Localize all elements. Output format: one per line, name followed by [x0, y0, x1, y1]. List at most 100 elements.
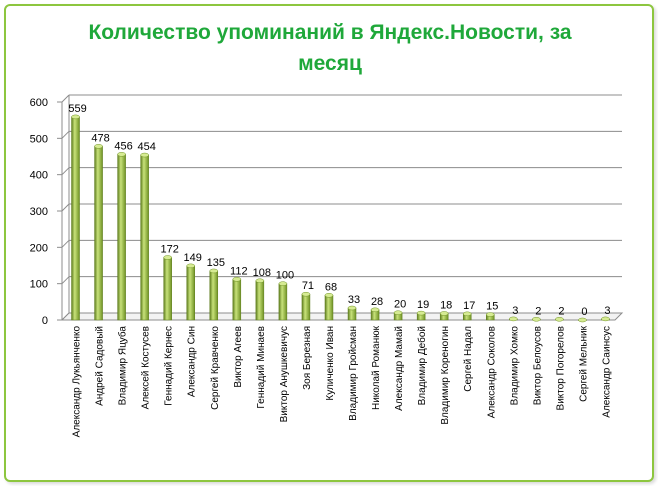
- bar-top: [209, 268, 219, 274]
- bar: [232, 279, 242, 321]
- data-label: 2: [535, 305, 541, 317]
- bar: [255, 280, 265, 321]
- y-tick-label: 0: [42, 315, 48, 327]
- x-tick-label: Сергей Кравченко: [210, 326, 221, 410]
- gridline-diagonal: [61, 203, 70, 212]
- bar-top: [163, 255, 172, 260]
- y-tick-label: 300: [30, 206, 48, 218]
- bar-top: [140, 152, 149, 158]
- data-label: 28: [371, 296, 383, 308]
- x-tick-label: Александр Саинсус: [601, 326, 612, 418]
- y-tick-label: 600: [30, 97, 48, 109]
- bar-top: [416, 310, 426, 316]
- data-label: 68: [325, 281, 337, 293]
- data-label: 20: [394, 299, 406, 311]
- x-tick-label: Николай Романюк: [371, 325, 382, 410]
- y-tick-label: 400: [30, 170, 48, 182]
- chart-floor: [60, 312, 624, 321]
- gridline-diagonal: [61, 130, 70, 139]
- bar-top: [393, 310, 403, 315]
- y-tick-label: 200: [30, 242, 48, 254]
- x-tick-label: Александр Соколов: [486, 326, 497, 418]
- data-label: 112: [230, 265, 248, 277]
- x-tick-label: Владимир Хомко: [509, 326, 520, 406]
- data-label: 18: [440, 299, 452, 311]
- gridline-diagonal: [61, 94, 70, 103]
- x-tick-label: Александр Мамай: [394, 326, 405, 411]
- bar-top: [232, 277, 242, 282]
- x-tick-label: Геннадий Кернес: [164, 326, 175, 406]
- x-tick-label: Виктор Анушкевичус: [279, 326, 290, 422]
- data-label: 15: [486, 301, 498, 313]
- bar-top: [186, 263, 195, 269]
- x-tick-label: Владимир Яцуба: [117, 326, 129, 406]
- data-label: 454: [137, 141, 155, 153]
- bar: [209, 270, 219, 321]
- data-label: 456: [114, 140, 132, 152]
- bar-top: [578, 317, 587, 323]
- data-label: 33: [348, 294, 360, 306]
- gridline-diagonal: [61, 167, 70, 176]
- x-tick-label: Андрей Садовый: [95, 326, 106, 406]
- data-label: 108: [253, 267, 271, 279]
- data-label: 3: [512, 305, 518, 317]
- x-tick-label: Геннадий Минаев: [256, 326, 267, 409]
- bar-top: [278, 281, 288, 286]
- bar-top: [601, 316, 610, 322]
- data-label: 149: [184, 252, 202, 264]
- bar-top: [347, 305, 357, 311]
- x-tick-label: Куличенко Иван: [325, 326, 336, 401]
- bar-top: [462, 311, 472, 317]
- bar-top: [486, 312, 495, 317]
- data-label: 478: [91, 132, 109, 144]
- data-label: 172: [161, 244, 179, 256]
- x-tick-label: Зоя Березная: [302, 326, 313, 390]
- data-label: 135: [207, 257, 225, 269]
- data-label: 19: [417, 299, 429, 311]
- bar-top: [532, 317, 541, 322]
- bar-top: [509, 316, 518, 322]
- bar-top: [255, 278, 265, 284]
- x-tick-label: Сергей Надал: [463, 326, 474, 392]
- x-tick-label: Владимир Кореногин: [440, 326, 451, 425]
- bar: [186, 265, 195, 321]
- bar: [278, 283, 288, 321]
- x-tick-label: Сергей Мельник: [578, 325, 589, 402]
- x-tick-label: Виктор Агеев: [233, 326, 244, 388]
- bar: [117, 154, 126, 321]
- bar: [163, 257, 172, 321]
- bar-top: [555, 317, 564, 322]
- x-tick-label: Александр Син: [187, 326, 198, 397]
- bar-top: [94, 144, 103, 149]
- x-tick-label: Алексей Костусев: [141, 326, 152, 409]
- data-label: 0: [581, 306, 587, 318]
- bar: [301, 293, 311, 321]
- x-tick-label: Владимир Гройсман: [348, 326, 359, 421]
- data-label: 17: [463, 300, 475, 312]
- data-label: 3: [604, 305, 610, 317]
- chart-title: Количество упоминаний в Яндекс.Новости, …: [88, 21, 572, 75]
- x-tick-label: Виктор Белоусов: [532, 326, 543, 405]
- y-tick-label: 500: [30, 133, 48, 145]
- data-label: 71: [302, 280, 314, 292]
- data-label: 559: [68, 103, 86, 115]
- bar: [71, 116, 80, 321]
- data-label: 2: [558, 305, 564, 317]
- bar-top: [324, 293, 334, 298]
- bar-top: [439, 311, 449, 316]
- gridline-diagonal: [61, 276, 70, 285]
- bar-top: [370, 307, 380, 313]
- bar-top: [71, 114, 80, 120]
- x-tick-label: Владимир Дебой: [416, 326, 428, 405]
- chart-frame: [4, 4, 654, 482]
- bar-top: [117, 152, 126, 157]
- bar-top: [301, 291, 311, 297]
- bar: [324, 295, 334, 321]
- x-tick-label: Виктор Погорелов: [555, 326, 566, 410]
- x-tick-label: Александр Лукьянченко: [72, 326, 83, 438]
- bar: [140, 154, 149, 321]
- data-label: 100: [276, 270, 294, 282]
- gridline-diagonal: [61, 239, 70, 248]
- bar: [94, 146, 103, 321]
